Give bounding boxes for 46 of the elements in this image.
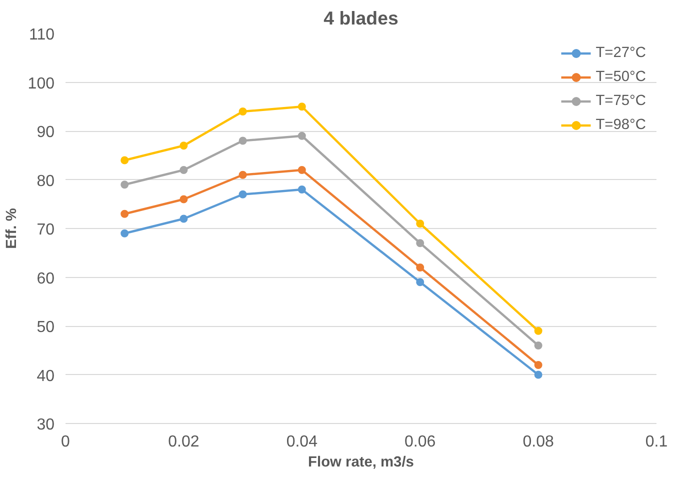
point — [238, 190, 247, 198]
legend-label: T=98°C — [596, 117, 646, 133]
point — [180, 166, 188, 174]
y-tick-label: 40 — [36, 368, 55, 385]
point — [238, 170, 247, 179]
x-tick-label: 0.1 — [645, 434, 668, 450]
chart-title: 4 blades — [324, 8, 398, 28]
point — [298, 186, 306, 194]
x-tick-label: 0 — [61, 434, 70, 450]
x-tick-label: 0.08 — [522, 434, 554, 450]
y-tick-label: 110 — [28, 26, 55, 44]
x-axis-title: Flow rate, m3/s — [308, 454, 414, 470]
point — [534, 326, 542, 335]
point — [298, 132, 306, 140]
point — [120, 156, 129, 164]
point — [534, 342, 542, 350]
point — [238, 136, 247, 145]
x-tick-label: 0.06 — [404, 434, 436, 450]
legend-label: T=27°C — [596, 45, 646, 61]
y-tick-label: 50 — [36, 319, 55, 336]
point — [120, 229, 129, 238]
point — [298, 166, 306, 174]
y-tick-label: 30 — [36, 416, 55, 434]
point — [120, 180, 129, 189]
x-tick-label: 0.02 — [168, 434, 200, 450]
legend-label: T=50°C — [596, 69, 646, 85]
point — [416, 239, 424, 248]
point — [534, 361, 542, 369]
point — [180, 214, 188, 223]
y-tick-label: 60 — [36, 270, 55, 288]
point — [238, 108, 247, 116]
y-tick-label: 80 — [36, 172, 55, 190]
y-tick-label: 90 — [36, 124, 55, 141]
point — [534, 370, 542, 379]
y-tick-label: 100 — [28, 75, 55, 92]
y-axis-title: Eff. % — [4, 208, 20, 249]
point — [416, 220, 424, 228]
point — [120, 210, 129, 218]
point — [298, 102, 306, 111]
point — [416, 264, 424, 272]
point — [416, 278, 424, 286]
point — [180, 195, 188, 204]
legend-label: T=75°C — [596, 93, 646, 109]
x-tick-label: 0.04 — [286, 434, 318, 450]
y-tick-label: 70 — [36, 222, 55, 238]
point — [180, 142, 188, 150]
